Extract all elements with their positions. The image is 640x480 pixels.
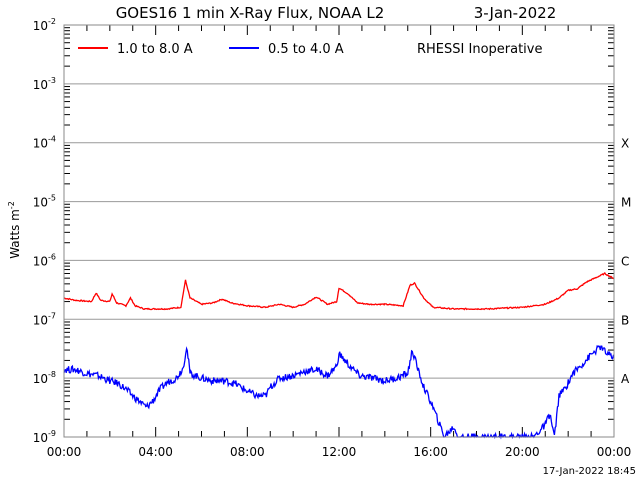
chart-date: 3-Jan-2022 <box>474 4 557 22</box>
y-tick-label: 10-4 <box>33 135 56 151</box>
flare-class-label: X <box>621 137 629 151</box>
flare-class-label: M <box>621 196 631 210</box>
x-tick-label: 12:00 <box>322 445 357 459</box>
y-tick-label: 10-8 <box>33 370 56 386</box>
legend: 1.0 to 8.0 A 0.5 to 4.0 A RHESSI Inopera… <box>78 42 542 57</box>
legend-label-long: 1.0 to 8.0 A <box>117 42 193 57</box>
chart-title: GOES16 1 min X-Ray Flux, NOAA L2 <box>116 4 385 22</box>
x-tick-label: 16:00 <box>413 445 448 459</box>
x-tick-label: 08:00 <box>230 445 265 459</box>
series-line-long <box>63 271 615 311</box>
series-line-short <box>63 344 615 440</box>
x-tick-label: 00:00 <box>47 445 82 459</box>
y-tick-label: 10-2 <box>33 17 56 33</box>
plot-frame <box>63 24 615 438</box>
x-tick-label: 04:00 <box>138 445 173 459</box>
x-tick-label: 00:00 <box>597 445 632 459</box>
footer-timestamp: 17-Jan-2022 18:45 <box>543 466 636 477</box>
y-tick-label: 10-6 <box>33 252 56 268</box>
flare-class-label: B <box>621 313 629 327</box>
y-tick-label: 10-7 <box>33 311 56 327</box>
x-tick-label: 20:00 <box>505 445 540 459</box>
flare-class-label: C <box>621 254 629 268</box>
y-tick-label: 10-3 <box>33 76 56 92</box>
rhessi-note: RHESSI Inoperative <box>417 42 542 57</box>
y-axis-label: Watts m-2 <box>7 201 22 259</box>
y-tick-label: 10-5 <box>33 194 56 210</box>
y-tick-label: 10-9 <box>33 429 56 445</box>
flare-class-label: A <box>621 372 630 386</box>
legend-label-short: 0.5 to 4.0 A <box>268 42 344 57</box>
